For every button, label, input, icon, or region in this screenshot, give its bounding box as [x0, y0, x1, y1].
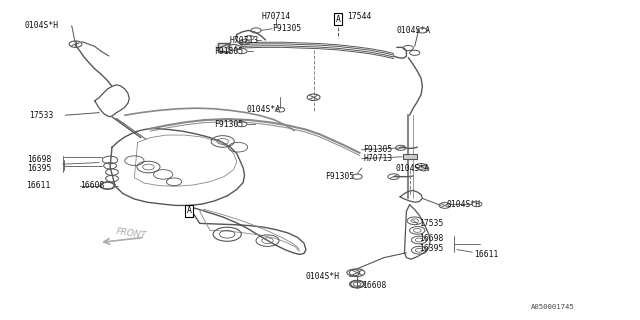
Text: 17544: 17544 — [347, 12, 371, 20]
Text: 16698: 16698 — [419, 234, 444, 243]
Text: FRONT: FRONT — [115, 227, 147, 240]
Text: 17535: 17535 — [419, 220, 444, 228]
Text: H70714: H70714 — [261, 12, 291, 20]
Text: 16608: 16608 — [80, 181, 104, 190]
Text: H70713: H70713 — [364, 154, 393, 163]
Text: A: A — [335, 15, 340, 24]
Text: F91305: F91305 — [214, 120, 244, 129]
Text: 16608: 16608 — [362, 281, 386, 290]
Text: H70713: H70713 — [229, 36, 259, 44]
Text: 17533: 17533 — [29, 111, 53, 120]
Text: 16611: 16611 — [26, 181, 50, 190]
Text: 0104S*H: 0104S*H — [447, 200, 481, 209]
Text: 0104S*H: 0104S*H — [306, 272, 340, 281]
Text: 0104S*H: 0104S*H — [24, 21, 58, 30]
Text: F91305: F91305 — [272, 24, 301, 33]
Text: 0104S*A: 0104S*A — [397, 26, 431, 35]
Text: 16395: 16395 — [27, 164, 51, 173]
Text: F91305: F91305 — [214, 47, 244, 56]
Circle shape — [235, 46, 241, 49]
Text: 0104S*A: 0104S*A — [396, 164, 429, 173]
Text: 16395: 16395 — [419, 244, 444, 253]
Text: 16611: 16611 — [474, 250, 498, 259]
Text: A050001745: A050001745 — [531, 304, 575, 309]
Text: F91305: F91305 — [325, 172, 355, 180]
Text: 0104S*A: 0104S*A — [246, 105, 280, 114]
Text: A: A — [186, 206, 191, 215]
Text: F91305: F91305 — [364, 145, 393, 154]
Text: 16698: 16698 — [27, 155, 51, 164]
